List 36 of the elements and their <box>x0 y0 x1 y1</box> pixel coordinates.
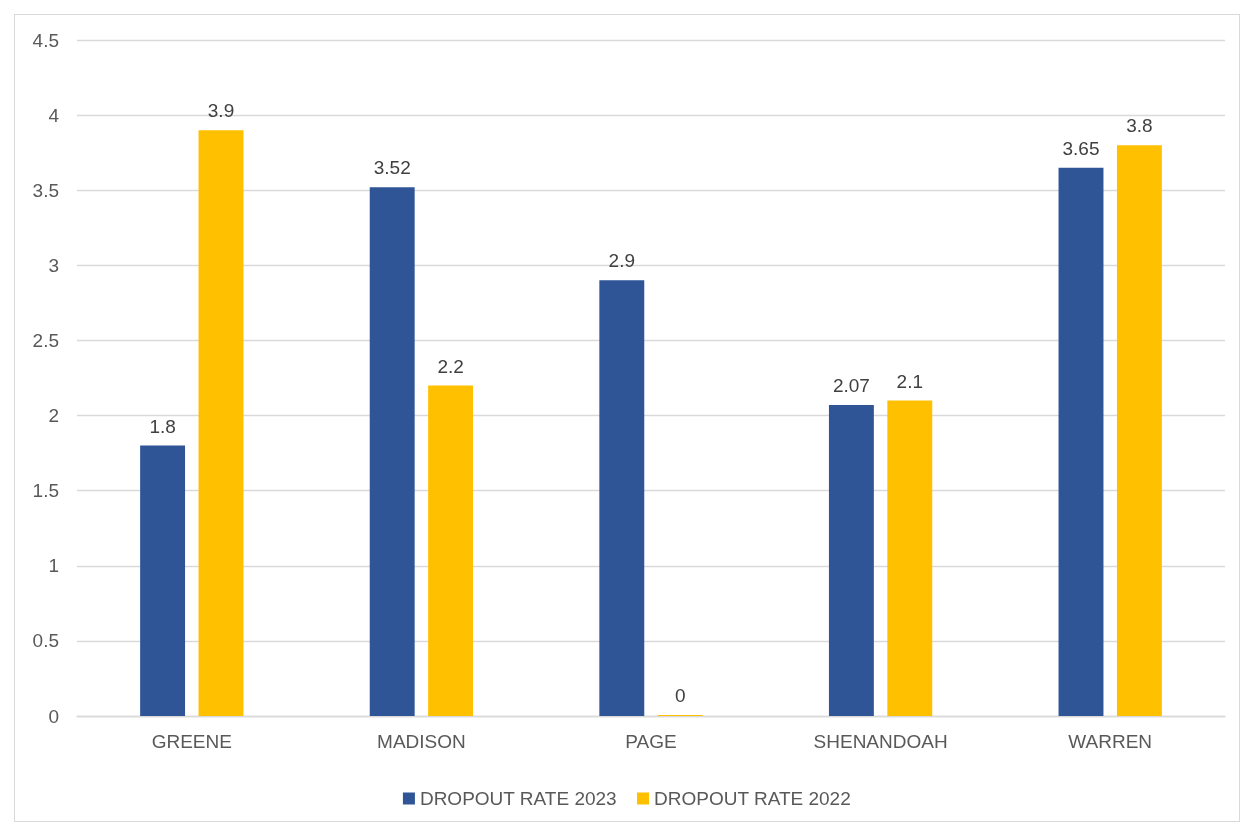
bar <box>1116 145 1162 716</box>
y-tick-label: 1.5 <box>32 480 59 502</box>
x-tick-label: SHENANDOAH <box>813 731 948 752</box>
data-label: 3.9 <box>207 100 235 122</box>
y-tick-label: 2 <box>48 405 59 427</box>
data-label: 1.8 <box>149 415 176 437</box>
x-tick-label: PAGE <box>625 731 677 752</box>
x-tick-label: GREENE <box>151 731 232 752</box>
bar <box>828 405 874 716</box>
y-tick-label: 0.5 <box>32 630 59 652</box>
data-label: 2.9 <box>608 250 636 272</box>
bar <box>1058 167 1104 716</box>
bar <box>198 130 244 716</box>
data-label: 3.65 <box>1062 137 1100 159</box>
data-label: 3.52 <box>373 157 411 179</box>
y-tick-label: 3.5 <box>32 179 59 201</box>
y-tick-label: 0 <box>48 705 59 727</box>
bar <box>140 445 186 716</box>
y-tick-label: 1 <box>48 555 59 577</box>
data-label: 0 <box>674 685 686 706</box>
data-label: 2.1 <box>896 370 924 392</box>
bar <box>887 400 933 716</box>
legend-label: DROPOUT RATE 2023 <box>419 788 617 809</box>
bar <box>369 187 415 716</box>
legend-label: DROPOUT RATE 2022 <box>654 788 851 809</box>
data-label: 3.8 <box>1126 115 1153 137</box>
x-tick-label: WARREN <box>1068 731 1153 752</box>
y-tick-label: 3 <box>48 254 59 276</box>
bar <box>599 280 645 716</box>
y-tick-label: 2.5 <box>32 329 59 351</box>
y-tick-label: 4.5 <box>32 29 59 51</box>
data-label: 2.2 <box>437 355 464 377</box>
bar <box>428 385 474 716</box>
y-tick-label: 4 <box>48 104 60 126</box>
data-label: 2.07 <box>832 375 870 397</box>
x-tick-label: MADISON <box>377 731 466 752</box>
